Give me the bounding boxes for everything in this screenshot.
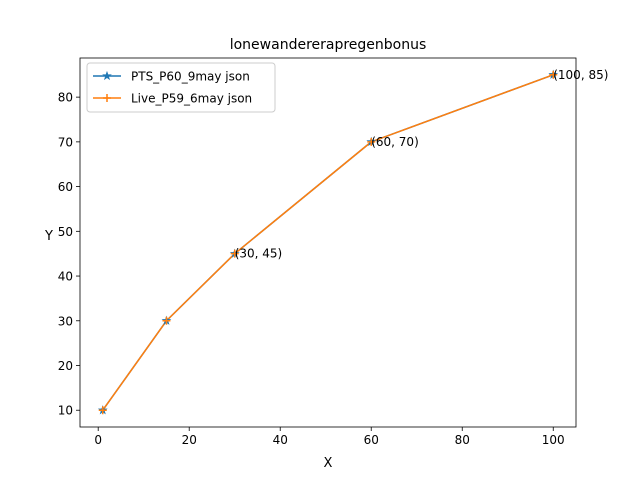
legend-box: [86, 62, 276, 113]
legend-marker: [102, 70, 112, 81]
legend-marker: [103, 94, 111, 102]
legend: PTS_P60_9may json Live_P59_6may json: [86, 62, 276, 113]
y-tick-label: 30: [58, 314, 73, 328]
axis-ticks: 0 20 40 60 80 100 10 20 30 40 50 60 70 80: [58, 91, 565, 447]
data-point-marker: [367, 137, 376, 146]
y-tick-label: 40: [58, 270, 73, 284]
plot-frame: [79, 57, 577, 428]
x-axis-label: X: [324, 456, 333, 471]
x-tick-label: 60: [364, 433, 379, 447]
y-tick-label: 20: [58, 359, 73, 373]
x-tick-label: 100: [542, 433, 565, 447]
chart-title: lonewandererapregenbonus: [230, 37, 427, 53]
x-tick-label: 80: [455, 433, 470, 447]
point-annotation: (100, 85): [553, 68, 608, 82]
y-tick-label: 50: [58, 225, 73, 239]
data-point-marker: [230, 249, 239, 258]
legend-entry-1: PTS_P60_9may json: [131, 70, 250, 84]
data-point-marker: [98, 406, 107, 415]
legend-entry-2: Live_P59_6may json: [131, 92, 252, 106]
point-annotations: (30, 45) (60, 70) (100, 85): [235, 68, 609, 261]
y-tick-label: 80: [58, 91, 73, 105]
y-tick-label: 70: [58, 135, 73, 149]
x-tick-label: 20: [182, 433, 197, 447]
point-annotation: (30, 45): [235, 247, 283, 261]
y-tick-label: 60: [58, 180, 73, 194]
y-tick-label: 10: [58, 404, 73, 418]
series-markers: [97, 69, 559, 415]
point-annotation: (60, 70): [371, 135, 419, 149]
data-point-marker: [549, 70, 558, 79]
x-tick-label: 40: [273, 433, 288, 447]
x-tick-label: 0: [94, 433, 102, 447]
data-point-marker: [162, 316, 171, 325]
y-axis-label: Y: [44, 229, 53, 244]
